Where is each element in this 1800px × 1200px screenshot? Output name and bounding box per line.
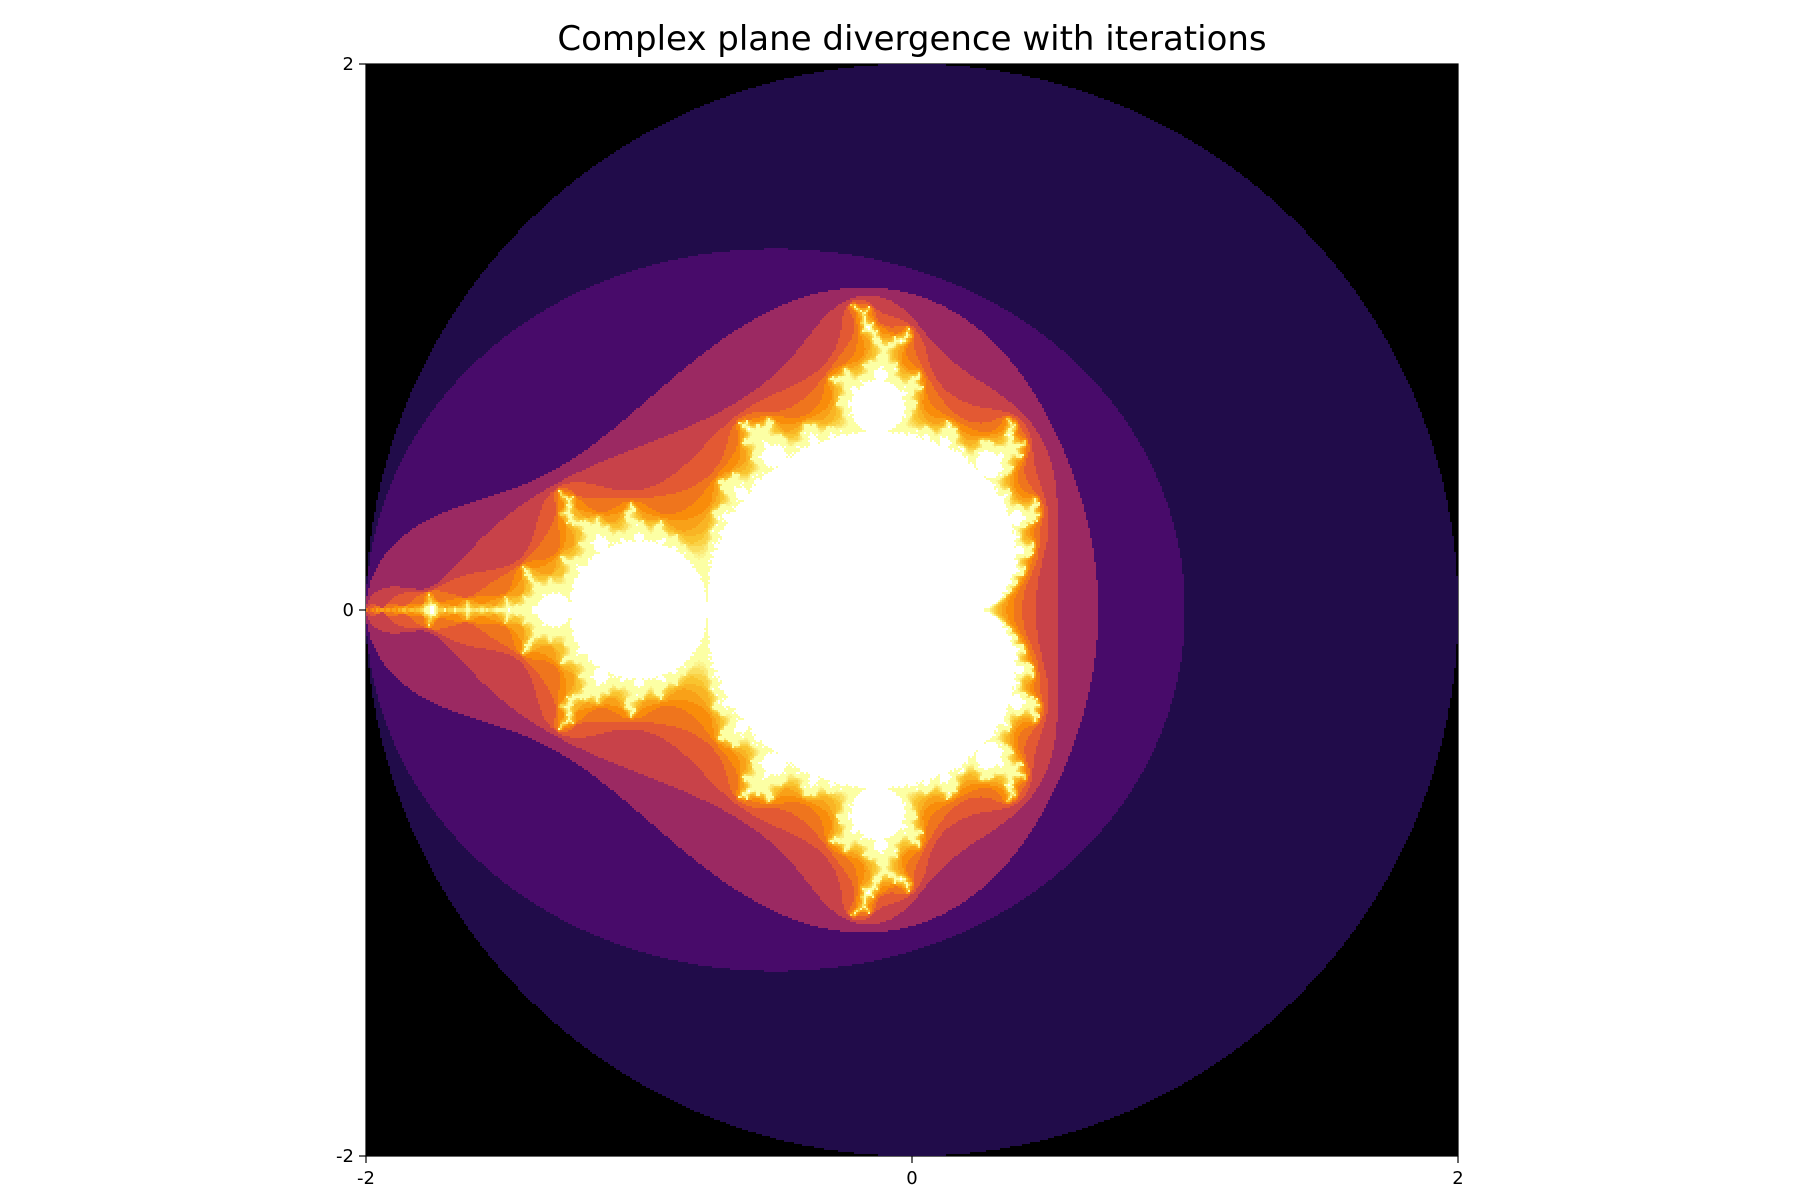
- y-tick-label: -2: [336, 1146, 354, 1167]
- y-tick-label: 0: [343, 600, 354, 621]
- chart-title: Complex plane divergence with iterations: [557, 19, 1266, 59]
- y-axis: 2 0 -2: [336, 54, 366, 1167]
- x-tick-label: -2: [357, 1168, 375, 1189]
- x-tick-label: 2: [1452, 1168, 1463, 1189]
- x-tick-label: 0: [906, 1168, 917, 1189]
- y-tick-label: 2: [343, 54, 354, 75]
- fractal-heatmap: [366, 64, 1458, 1156]
- x-axis: -2 0 2: [357, 1156, 1464, 1189]
